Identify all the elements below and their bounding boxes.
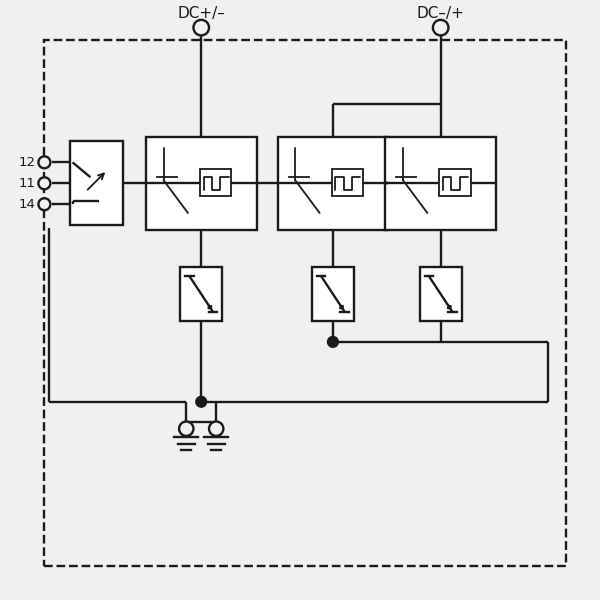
Bar (180, 267, 222, 321)
Circle shape (179, 422, 193, 436)
Circle shape (38, 157, 50, 169)
Text: DC+/–: DC+/– (177, 7, 225, 22)
Bar (278, 137, 388, 230)
Text: 14: 14 (19, 198, 35, 211)
Circle shape (193, 20, 209, 35)
Bar (200, 169, 231, 196)
Bar (332, 169, 363, 196)
Bar (420, 267, 461, 321)
Circle shape (209, 422, 223, 436)
Bar (146, 137, 257, 230)
Text: DC–/+: DC–/+ (417, 7, 464, 22)
Text: 12: 12 (19, 156, 35, 169)
Bar (312, 267, 354, 321)
Circle shape (196, 397, 206, 407)
Bar (439, 169, 470, 196)
Text: 11: 11 (19, 177, 35, 190)
Circle shape (433, 20, 448, 35)
Bar (385, 137, 496, 230)
Circle shape (38, 198, 50, 210)
Circle shape (38, 177, 50, 189)
Bar (70, 142, 124, 225)
Circle shape (328, 337, 338, 347)
Bar (44, 40, 566, 566)
